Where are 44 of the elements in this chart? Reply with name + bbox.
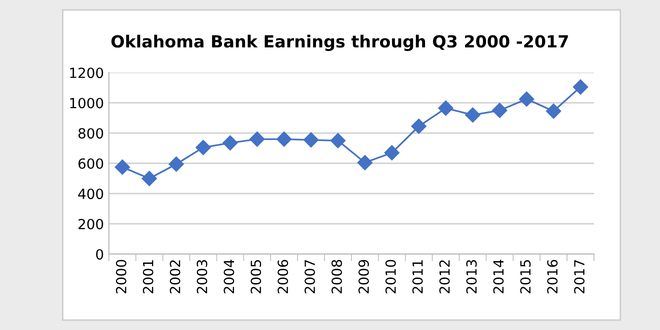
x-tick-label: 2009 <box>358 260 369 294</box>
x-tick-label: 2000 <box>116 260 126 294</box>
point <box>222 135 238 150</box>
x-tick-label: 2011 <box>412 260 423 294</box>
x-tick-label: 2016 <box>547 260 558 294</box>
y-tick-label: 0 <box>96 249 104 260</box>
point <box>438 100 454 116</box>
x-tick-label: 2005 <box>250 260 262 294</box>
x-tick-label: 2002 <box>170 260 180 294</box>
point <box>519 92 534 107</box>
x-tick-label: 2004 <box>224 260 234 294</box>
point <box>465 107 480 123</box>
x-tick-label: 2003 <box>196 260 208 294</box>
point <box>142 170 157 186</box>
point <box>411 118 426 134</box>
point <box>357 155 372 170</box>
y-tick-label: 200 <box>78 218 104 230</box>
x-tick-label: 2006 <box>278 260 288 294</box>
y-tick-label: 600 <box>78 158 104 169</box>
y-tick-label: 1000 <box>70 98 104 108</box>
y-tick-label: 1200 <box>70 68 104 78</box>
point <box>384 145 400 160</box>
point <box>492 102 508 118</box>
point <box>330 133 346 148</box>
point <box>114 160 130 175</box>
point <box>303 132 319 148</box>
x-tick-label: 2017 <box>574 260 585 294</box>
y-tick-label: 400 <box>78 188 104 200</box>
point <box>546 104 562 119</box>
point <box>250 132 265 147</box>
x-tick-label: 2015 <box>520 260 531 294</box>
point <box>572 79 588 95</box>
x-tick-label: 2010 <box>385 260 396 294</box>
y-tick-label: 800 <box>78 128 104 139</box>
x-tick-label: 2007 <box>304 260 316 294</box>
point <box>196 140 211 156</box>
x-tick-label: 2012 <box>439 260 450 294</box>
point <box>168 156 184 172</box>
x-tick-label: 2014 <box>493 260 504 294</box>
point <box>276 132 292 147</box>
x-tick-label: 2008 <box>332 260 342 294</box>
x-tick-label: 2001 <box>142 260 154 294</box>
chart-title: Oklahoma Bank Earnings through Q3 2000 -2017 <box>111 34 568 52</box>
x-tick-label: 2013 <box>466 260 477 294</box>
